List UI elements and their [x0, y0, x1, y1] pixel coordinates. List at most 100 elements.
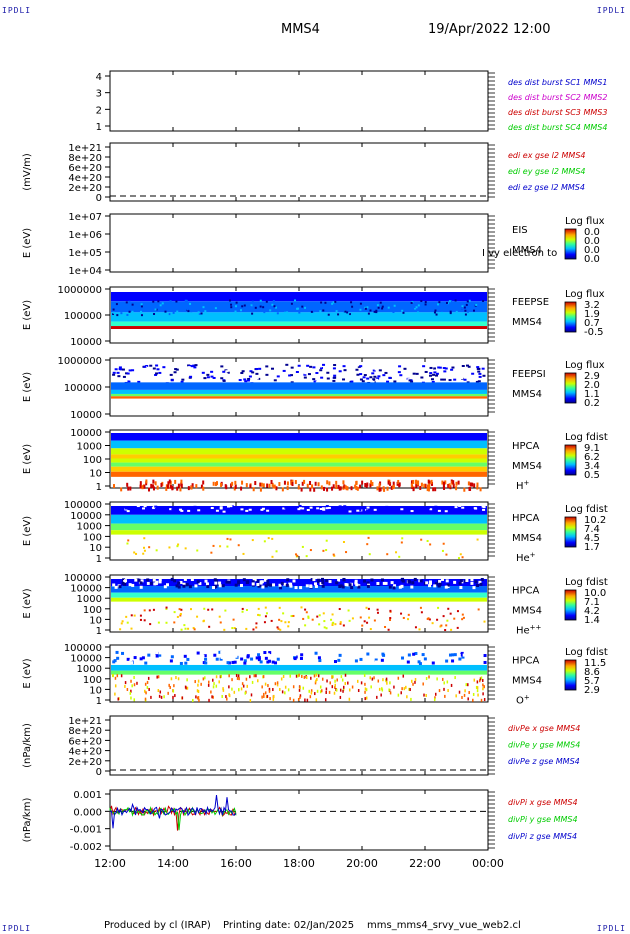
spectrogram-pixel — [343, 369, 347, 372]
spectrogram-pixel — [373, 619, 376, 622]
spectrogram-pixel — [165, 621, 168, 624]
spectrogram-pixel — [206, 585, 210, 589]
spectrogram-pixel — [112, 313, 115, 316]
spectrogram-pixel — [130, 661, 134, 665]
y-tick-label: 8e+20 — [68, 153, 102, 164]
spectrogram-pixel — [315, 372, 319, 375]
spectrogram-pixel — [309, 549, 312, 552]
spectrogram-pixel — [309, 695, 312, 699]
spectrogram-pixel — [432, 373, 436, 376]
spectrogram-pixel — [267, 684, 269, 688]
spectrogram-pixel — [357, 585, 361, 589]
spectrogram-pixel — [444, 585, 448, 589]
spectrogram-pixel — [262, 306, 265, 309]
spectrogram-pixel — [257, 607, 260, 610]
spectrogram-pixel — [282, 369, 286, 372]
spectrogram-pixel — [299, 656, 303, 660]
spectrogram-pixel — [367, 312, 370, 315]
spectrogram-pixel — [337, 313, 340, 316]
spectrogram-pixel — [408, 687, 410, 691]
spectrogram-pixel — [438, 579, 442, 583]
spectrogram-pixel — [357, 507, 361, 510]
spectrogram-pixel — [184, 627, 187, 630]
spectrogram-pixel — [267, 537, 270, 540]
spectrogram-pixel — [458, 581, 462, 585]
spectrogram-pixel — [198, 582, 202, 586]
spectrogram-pixel — [342, 365, 346, 368]
spectrogram-pixel — [155, 651, 159, 655]
spectrogram-pixel — [333, 369, 337, 372]
x-tick-label: 22:00 — [409, 857, 441, 870]
spectrogram-pixel — [272, 484, 275, 489]
spectrogram-pixel — [458, 690, 461, 694]
spectrogram-pixel — [243, 659, 247, 663]
spectrogram-pixel — [369, 376, 373, 379]
spectrogram-pixel — [290, 381, 294, 384]
spectrogram-pixel — [464, 313, 467, 316]
spectrogram-pixel — [301, 545, 304, 548]
spectrogram-pixel — [197, 679, 200, 683]
spectrogram-pixel — [342, 480, 345, 485]
spectrogram-pixel — [431, 380, 435, 383]
spectrogram-pixel — [148, 609, 151, 612]
spectrogram-pixel — [180, 628, 183, 631]
spectrogram-pixel — [238, 379, 242, 382]
spectrogram-pixel — [424, 303, 427, 306]
y-tick-label: 1e+07 — [68, 212, 102, 223]
spectrogram-pixel — [376, 304, 379, 307]
spectrogram-pixel — [464, 689, 466, 693]
spectrogram-band — [111, 321, 487, 327]
spectrogram-pixel — [415, 372, 419, 375]
spectrogram-pixel — [428, 580, 432, 584]
spectrogram-pixel — [201, 371, 205, 374]
spectrogram-pixel — [335, 310, 338, 313]
legend-entry: divPe y gse MMS4 — [508, 741, 580, 750]
spectrogram-pixel — [340, 675, 343, 679]
spectrogram-pixel — [228, 694, 231, 698]
spectrogram-pixel — [318, 365, 322, 368]
spectrogram-pixel — [195, 484, 198, 489]
spectrogram-pixel — [253, 578, 257, 582]
spectrogram-pixel — [241, 370, 245, 373]
spectrogram-pixel — [219, 507, 223, 510]
spectrogram-band — [111, 440, 487, 449]
y-tick-label: 2 — [96, 105, 102, 116]
spectrogram-pixel — [186, 678, 188, 682]
legend-entry: des dist burst SC4 MMS4 — [508, 123, 607, 132]
spectrogram-pixel — [437, 303, 440, 306]
spectrogram-pixel — [232, 618, 235, 621]
spectrogram-pixel — [153, 486, 156, 491]
spectrogram-pixel — [205, 308, 208, 311]
spectrogram-pixel — [187, 650, 191, 654]
y-tick-label: 100 — [83, 605, 102, 616]
spectrogram-pixel — [401, 687, 403, 691]
spectrogram-pixel — [202, 619, 205, 622]
spectrogram-pixel — [476, 538, 479, 541]
spectrogram-pixel — [333, 660, 337, 664]
legend-entry: edi ex gse l2 MMS4 — [508, 151, 586, 160]
spectrogram-pixel — [435, 374, 439, 377]
spectrogram-pixel — [116, 371, 120, 374]
spectrogram-pixel — [170, 655, 174, 659]
spectrogram-pixel — [304, 306, 307, 309]
spectrogram-pixel — [220, 482, 223, 487]
spectrogram-pixel — [258, 367, 262, 370]
spectrogram-pixel — [297, 697, 300, 701]
spectrogram-pixel — [374, 378, 378, 381]
spectrogram-pixel — [463, 487, 466, 492]
spectrogram-pixel — [146, 686, 149, 690]
spacecraft-label: MMS4 — [512, 317, 542, 328]
spectrogram-pixel — [445, 653, 449, 657]
spectrogram-pixel — [126, 482, 129, 487]
spectrogram-pixel — [397, 371, 401, 374]
spectrogram-pixel — [266, 509, 270, 512]
spectrogram-pixel — [433, 371, 437, 374]
spectrogram-pixel — [412, 301, 415, 304]
spectrogram-pixel — [271, 555, 274, 558]
spectrogram-pixel — [392, 366, 396, 369]
spectrogram-pixel — [261, 312, 264, 315]
spectrogram-pixel — [131, 508, 135, 511]
spectrogram-pixel — [364, 697, 366, 701]
spectrogram-pixel — [170, 577, 174, 581]
spectrogram-pixel — [392, 311, 395, 314]
